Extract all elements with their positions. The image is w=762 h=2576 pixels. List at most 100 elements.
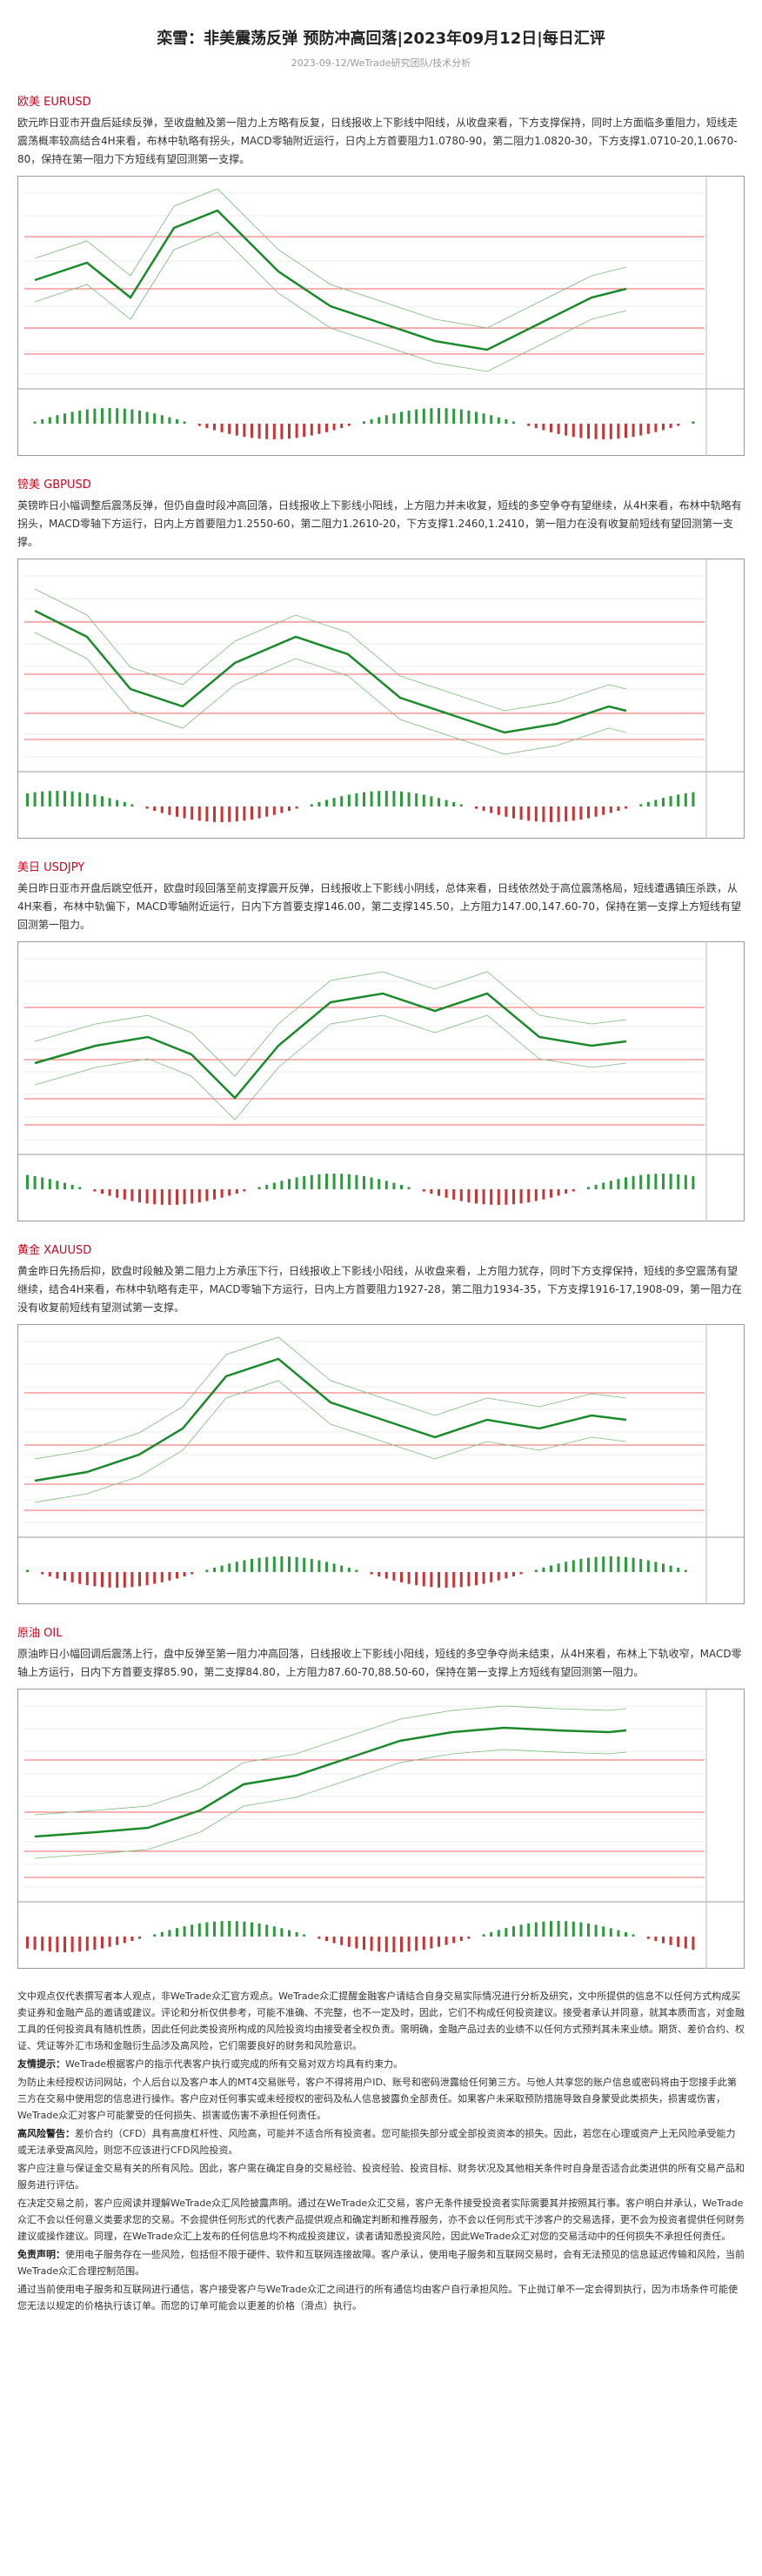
macd-bar [370,791,373,806]
macd-bar [160,1931,164,1937]
macd-bar [325,424,328,432]
chart-image [17,941,745,1221]
macd-bar [587,1187,590,1189]
macd-bar [243,424,246,438]
disclaimer-label: 高风险警告： [17,2128,75,2139]
macd-bar [78,1572,82,1584]
macd-bar [340,424,344,429]
macd-bar [295,1556,298,1572]
macd-bar [407,792,411,806]
disclaimer-paragraph: 免责声明：使用电子服务存在一些风险，包括但不限于硬件、软件和互联网连接故障。客户… [17,2246,745,2279]
macd-bar [48,1572,51,1577]
macd-bar [444,800,448,806]
band-path [34,1749,627,1859]
macd-bar [243,1560,246,1572]
macd-bar [527,1189,531,1203]
macd-bar [78,410,82,424]
macd-bar [265,806,269,817]
macd-bar [213,424,216,431]
macd-bar [677,794,680,806]
macd-bar [534,424,538,429]
macd-bar [662,1937,665,1944]
macd-bar [197,424,201,426]
macd-bar [176,1928,178,1937]
macd-bar [415,793,418,806]
disclaimer-paragraph: 客户应注意与保证金交易有关的所有风险。因此，客户需在确定自身的交易经验、投资经验… [17,2160,745,2193]
macd-bar [280,424,284,439]
macd-bar [384,791,388,806]
macd-bar [669,1174,672,1189]
macd-bar [692,421,695,424]
macd-bar [347,794,351,806]
macd-bar [609,1181,612,1189]
chart-frame [17,941,745,1221]
macd-bar [542,1189,545,1200]
macd-bar [168,1572,171,1581]
macd-bar [482,413,485,424]
macd-bar [594,1556,598,1572]
macd-bar [130,804,134,806]
macd-bar [183,1926,186,1937]
macd-bar [123,801,126,806]
macd-bar [609,424,612,439]
disclaimer-text: 为防止未经授权访问网站，个人后台以及客户本人的MT4交易账号，客户不得将用户ID… [17,2077,737,2121]
macd-bar [467,410,471,424]
macd-bar [41,418,44,424]
macd-bar [183,806,186,819]
macd-bar [422,408,425,424]
macd-bar [41,1177,44,1189]
macd-bar [497,417,500,424]
macd-bar [646,1937,650,1939]
macd-bar [557,806,560,822]
macd-bar [347,1174,351,1189]
macd-bar [332,1174,336,1189]
macd-bar [370,1177,373,1189]
disclaimer-paragraph: 为防止未经授权访问网站，个人后台以及客户本人的MT4交易账号，客户不得将用户ID… [17,2074,745,2124]
macd-bar [318,424,321,434]
macd-bar [639,1558,643,1572]
section-body: 黄金昨日先扬后抑，欧盘时段触及第二阻力上方承压下行，日线报收上下影线小阳线，从收… [17,1265,743,1314]
macd-bar [370,1572,373,1575]
macd-bar [85,409,89,424]
macd-bar [332,1937,336,1944]
section: 欧美 EURUSD 欧元昨日亚市开盘后延续反弹，至收盘触及第一阻力上方略有反复，日… [17,92,745,456]
macd-bar [602,1926,605,1937]
band-path [34,971,627,1077]
macd-bar [684,793,687,806]
section-body: 欧元昨日亚市开盘后延续反弹，至收盘触及第一阻力上方略有反复，日线报收上下影线中阳… [17,117,739,165]
macd-bar [303,1175,306,1189]
macd-bar [145,806,149,809]
macd-bar [617,1179,620,1189]
macd-bar [138,1189,141,1203]
macd-bar [400,1937,403,1952]
macd-bar [130,1189,134,1201]
macd-bar [565,1921,568,1937]
macd-bar [430,1572,433,1588]
macd-bar [654,1937,658,1942]
macd-bar [168,806,171,815]
macd-bar [48,791,51,806]
disclaimer-label: 友情提示： [17,2058,65,2070]
macd-bar [257,1557,261,1572]
price-path [34,1357,627,1482]
macd-bar [220,1921,224,1937]
macd-bar [632,1934,635,1937]
macd-bar [56,791,59,806]
macd-bar [617,806,620,811]
macd-bar [332,424,336,431]
macd-bar [64,1572,66,1581]
macd-bar [392,791,396,806]
macd-bar [572,806,575,821]
macd-bar [303,1934,306,1937]
macd-bar [168,1189,171,1205]
macd-bar [160,806,164,813]
macd-bar [78,1937,82,1952]
macd-bar [251,1922,253,1937]
macd-bar [363,421,365,424]
macd-bar [490,1931,493,1937]
macd-bar [243,806,246,821]
macd-bar [340,796,344,806]
macd-bar [160,1572,164,1582]
chart-frame [17,559,745,839]
